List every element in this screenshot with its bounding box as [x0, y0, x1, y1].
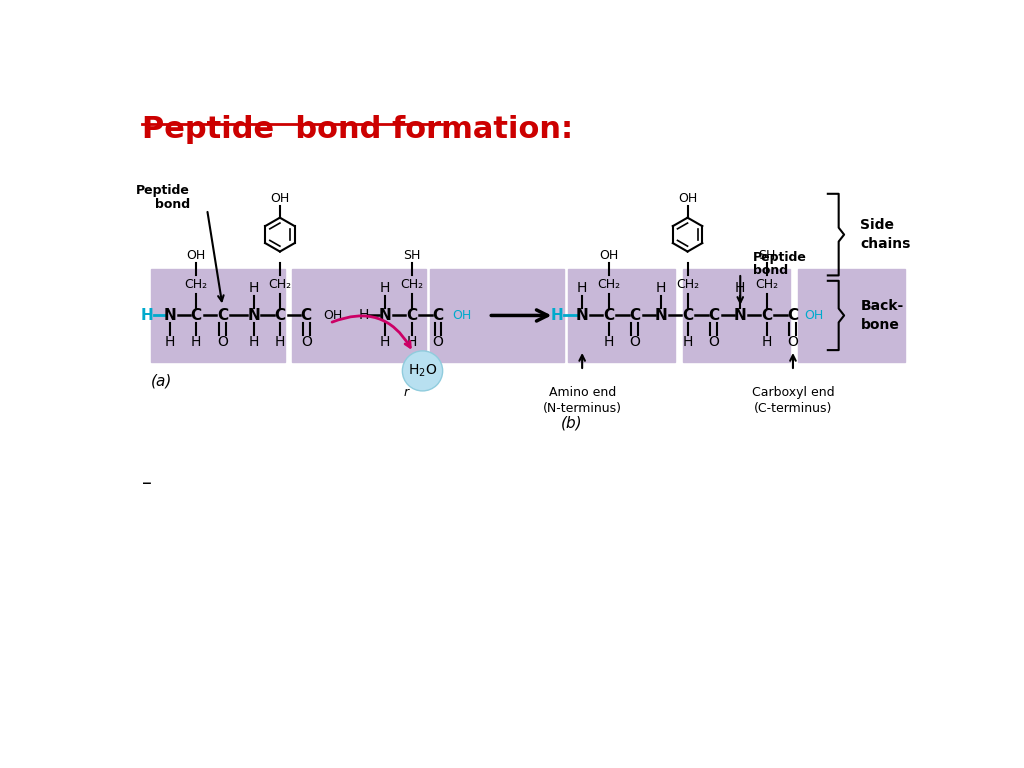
Text: H: H [407, 335, 417, 349]
Text: H: H [682, 335, 693, 349]
Bar [683, 270, 790, 362]
Text: N: N [247, 308, 260, 323]
Text: O: O [630, 335, 640, 349]
Text: N: N [164, 308, 176, 323]
Text: H: H [603, 335, 613, 349]
Text: CH₂: CH₂ [676, 278, 699, 291]
Text: N: N [575, 308, 589, 323]
Text: H: H [577, 281, 588, 295]
Circle shape [402, 351, 442, 391]
Text: C: C [407, 308, 417, 323]
Text: O: O [432, 335, 443, 349]
Text: C: C [709, 308, 720, 323]
Bar [292, 270, 426, 362]
Text: C: C [217, 308, 228, 323]
Text: H: H [165, 335, 175, 349]
Text: C: C [761, 308, 772, 323]
Text: H: H [735, 281, 745, 295]
Text: N: N [654, 308, 668, 323]
Text: O: O [301, 335, 311, 349]
Text: SH: SH [758, 249, 775, 262]
Text: H$_2$O: H$_2$O [408, 362, 437, 379]
Bar [152, 270, 285, 362]
Text: H: H [550, 308, 563, 323]
Text: CH₂: CH₂ [597, 278, 621, 291]
Text: C: C [787, 308, 799, 323]
Text: CH₂: CH₂ [268, 278, 292, 291]
Text: C: C [190, 308, 202, 323]
Text: H: H [140, 308, 153, 323]
Text: O: O [787, 335, 799, 349]
Bar [430, 270, 563, 362]
Text: CH₂: CH₂ [755, 278, 778, 291]
Text: OH: OH [805, 309, 824, 322]
Text: H: H [274, 335, 285, 349]
Text: N: N [379, 308, 391, 323]
Text: H: H [762, 335, 772, 349]
Text: C: C [603, 308, 614, 323]
Text: H: H [359, 309, 370, 323]
Text: Peptide: Peptide [136, 184, 190, 197]
Text: H: H [380, 281, 390, 295]
Text: bond: bond [155, 198, 190, 211]
Text: C: C [630, 308, 640, 323]
Text: Back-
bone: Back- bone [860, 300, 903, 332]
Text: OH: OH [599, 249, 618, 262]
Text: Side
chains: Side chains [860, 218, 910, 251]
Text: Carboxyl end
(C-terminus): Carboxyl end (C-terminus) [752, 386, 835, 415]
Text: r: r [403, 386, 409, 399]
Text: CH₂: CH₂ [400, 278, 423, 291]
Text: H: H [380, 335, 390, 349]
Bar [568, 270, 675, 362]
Text: O: O [709, 335, 719, 349]
Text: –: – [142, 474, 152, 493]
Text: H: H [249, 335, 259, 349]
Text: (b): (b) [560, 415, 582, 431]
Text: N: N [734, 308, 746, 323]
Text: H: H [249, 281, 259, 295]
Text: Amino end
(N-terminus): Amino end (N-terminus) [543, 386, 622, 415]
Text: OH: OH [678, 192, 697, 205]
Text: C: C [301, 308, 312, 323]
Text: OH: OH [270, 192, 290, 205]
Text: OH: OH [452, 309, 471, 322]
Text: bond: bond [753, 264, 787, 277]
Text: SH: SH [403, 249, 420, 262]
Text: OH: OH [324, 309, 343, 322]
Text: H: H [656, 281, 667, 295]
Text: H: H [191, 335, 202, 349]
Text: C: C [432, 308, 443, 323]
Text: OH: OH [186, 249, 206, 262]
Text: CH₂: CH₂ [184, 278, 208, 291]
Text: C: C [682, 308, 693, 323]
Text: Peptide: Peptide [753, 251, 807, 264]
Text: Peptide  bond formation:: Peptide bond formation: [142, 115, 573, 144]
Text: (a): (a) [152, 373, 173, 389]
Text: O: O [217, 335, 228, 349]
Text: C: C [274, 308, 286, 323]
Bar [798, 270, 904, 362]
